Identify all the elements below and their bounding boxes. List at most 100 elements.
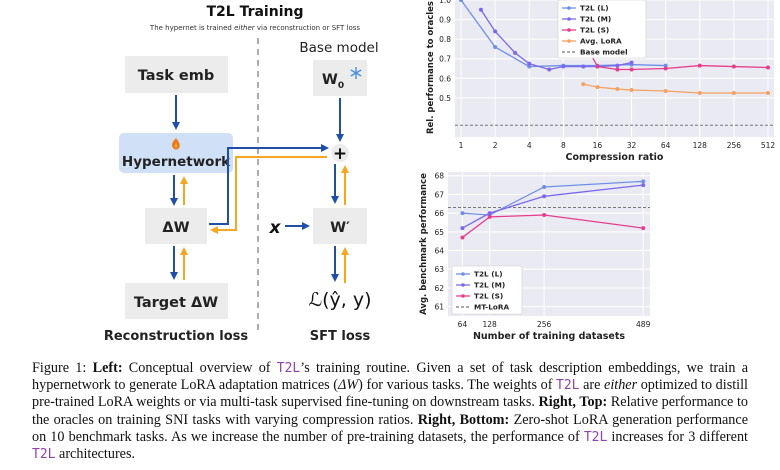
data-point-t2l-l — [663, 63, 668, 68]
data-point-t2l-m — [547, 67, 552, 72]
delta-w-box — [145, 208, 207, 244]
data-point-t2l-s — [697, 63, 702, 68]
data-point-t2l-s — [487, 214, 492, 219]
y-tick-label: 64 — [434, 247, 444, 256]
series-line-t2l-m — [462, 184, 644, 229]
data-point-t2l-m — [542, 194, 547, 199]
figure-caption: Figure 1: Left: Conceptual overview of T… — [32, 360, 749, 463]
caption-right-bottom: Right, Bottom: — [417, 411, 510, 428]
legend-label-t2l-s: T2L (S) — [580, 26, 609, 35]
data-point-t2l-s — [641, 226, 646, 231]
plus-label: + — [333, 144, 347, 164]
legend-label-avg-lora: Avg. LoRA — [580, 37, 622, 46]
caption-t2l-2: T2L — [556, 378, 580, 394]
data-point-t2l-m — [460, 226, 465, 231]
x-tick-label: 64 — [661, 141, 671, 150]
data-point-t2l-s — [615, 67, 620, 72]
data-point-t2l-s — [595, 64, 600, 69]
caption-delta-w: ΔW — [338, 377, 359, 394]
y-axis-label: Avg. benchmark performance — [419, 173, 429, 315]
target-delta-w-box — [125, 283, 228, 319]
y-tick-label: 0.9 — [439, 16, 451, 25]
legend-marker-t2l-s — [567, 28, 571, 32]
data-point-avg-lora — [615, 87, 620, 92]
data-point-t2l-m — [641, 183, 646, 188]
x-axis-label: Number of training datasets — [473, 331, 625, 342]
x-tick-label: 256 — [537, 320, 552, 329]
x-axis-label: Compression ratio — [566, 152, 664, 163]
hypernetwork-box — [119, 133, 233, 173]
y-tick-label: 0.7 — [439, 55, 451, 64]
data-point-avg-lora — [697, 90, 702, 95]
x-tick-label: 2 — [493, 141, 498, 150]
x-tick-label: 4 — [527, 141, 532, 150]
w0-box — [313, 60, 367, 96]
x-tick-label: 128 — [693, 141, 708, 150]
data-point-t2l-m — [561, 64, 566, 69]
y-tick-label: 67 — [434, 190, 444, 199]
x-tick-label: 32 — [627, 141, 637, 150]
x-tick-label: 128 — [483, 320, 498, 329]
series-line-t2l-s — [582, 39, 769, 71]
data-point-t2l-s — [460, 235, 465, 240]
legend-box — [557, 0, 647, 59]
caption-right-top: Right, Top: — [538, 394, 608, 411]
data-point-t2l-m — [615, 63, 620, 68]
fire-icon — [172, 138, 180, 150]
y-tick-label: 0.6 — [439, 74, 451, 83]
y-tick-label: 65 — [434, 228, 444, 237]
series-line-t2l-s — [462, 214, 644, 238]
caption-t2l-1: T2L — [276, 361, 301, 376]
data-point-t2l-m — [478, 7, 483, 12]
caption-left: Left: — [92, 360, 123, 376]
x-tick-label: 64 — [458, 320, 468, 329]
data-point-avg-lora — [581, 82, 586, 87]
x-tick-label: 256 — [727, 141, 742, 150]
diagram-subtitle: The hypernet is trained either via recon… — [149, 24, 360, 32]
y-tick-label: 0.5 — [439, 94, 451, 103]
y-tick-label: 66 — [434, 209, 444, 218]
legend-marker-t2l-s — [461, 294, 465, 298]
legend-marker-t2l-l — [567, 6, 571, 10]
x-tick-label: 489 — [636, 320, 651, 329]
x-tick-label: 16 — [593, 141, 603, 150]
arrow-plus-to-dw — [210, 156, 327, 234]
y-tick-label: 62 — [434, 284, 444, 293]
training-datasets-chart: 61 62 63 64 65 66 67 68 64 128 256 489 Number of tra… — [419, 172, 651, 342]
x-tick-label: 512 — [761, 141, 776, 150]
legend-marker-t2l-m — [567, 17, 571, 21]
arrow-dw-to-plus — [209, 144, 329, 225]
hypernetwork-label: Hypernetwork — [122, 154, 231, 170]
series-line-avg-lora — [583, 83, 768, 94]
data-point-t2l-s — [663, 66, 668, 71]
data-point-t2l-l — [527, 64, 532, 69]
series-line-t2l-m — [480, 9, 632, 71]
legend-marker-t2l-m — [461, 283, 465, 287]
data-point-avg-lora — [766, 90, 770, 95]
data-point-avg-lora — [731, 90, 736, 95]
snowflake-icon — [350, 67, 362, 79]
caption-t2l-4: T2L — [32, 447, 56, 463]
compression-ratio-chart: 0.5 0.6 0.7 0.8 0.9 1.0 1 2 4 8 16 32 64 128 256 512 Com… — [426, 0, 776, 163]
w-prime-box — [313, 208, 367, 244]
data-point-t2l-m — [493, 29, 498, 34]
x-tick-label: 1 — [459, 141, 464, 150]
y-tick-label: 61 — [434, 303, 444, 312]
sft-loss-formula: ℒ(ŷ, y) — [308, 289, 371, 311]
w-prime-label: W′ — [330, 220, 350, 236]
reconstruction-loss-label: Reconstruction loss — [104, 329, 249, 344]
legend-marker-avg-lora — [567, 39, 571, 43]
w0-label: W0 — [322, 72, 344, 91]
caption-fig: Figure 1: — [32, 360, 87, 376]
data-point-t2l-m — [513, 50, 518, 55]
data-point-t2l-l — [460, 211, 465, 216]
legend-marker-t2l-l — [461, 272, 465, 276]
legend-label-t2l-l: T2L (L) — [580, 4, 609, 13]
x-tick-label: 8 — [561, 141, 566, 150]
data-point-avg-lora — [595, 85, 600, 90]
sft-loss-label: SFT loss — [310, 329, 371, 344]
x-input-label: x — [269, 218, 282, 238]
diagram-title: T2L Training — [206, 4, 303, 20]
data-point-t2l-l — [542, 184, 547, 189]
data-point-t2l-s — [731, 64, 736, 69]
